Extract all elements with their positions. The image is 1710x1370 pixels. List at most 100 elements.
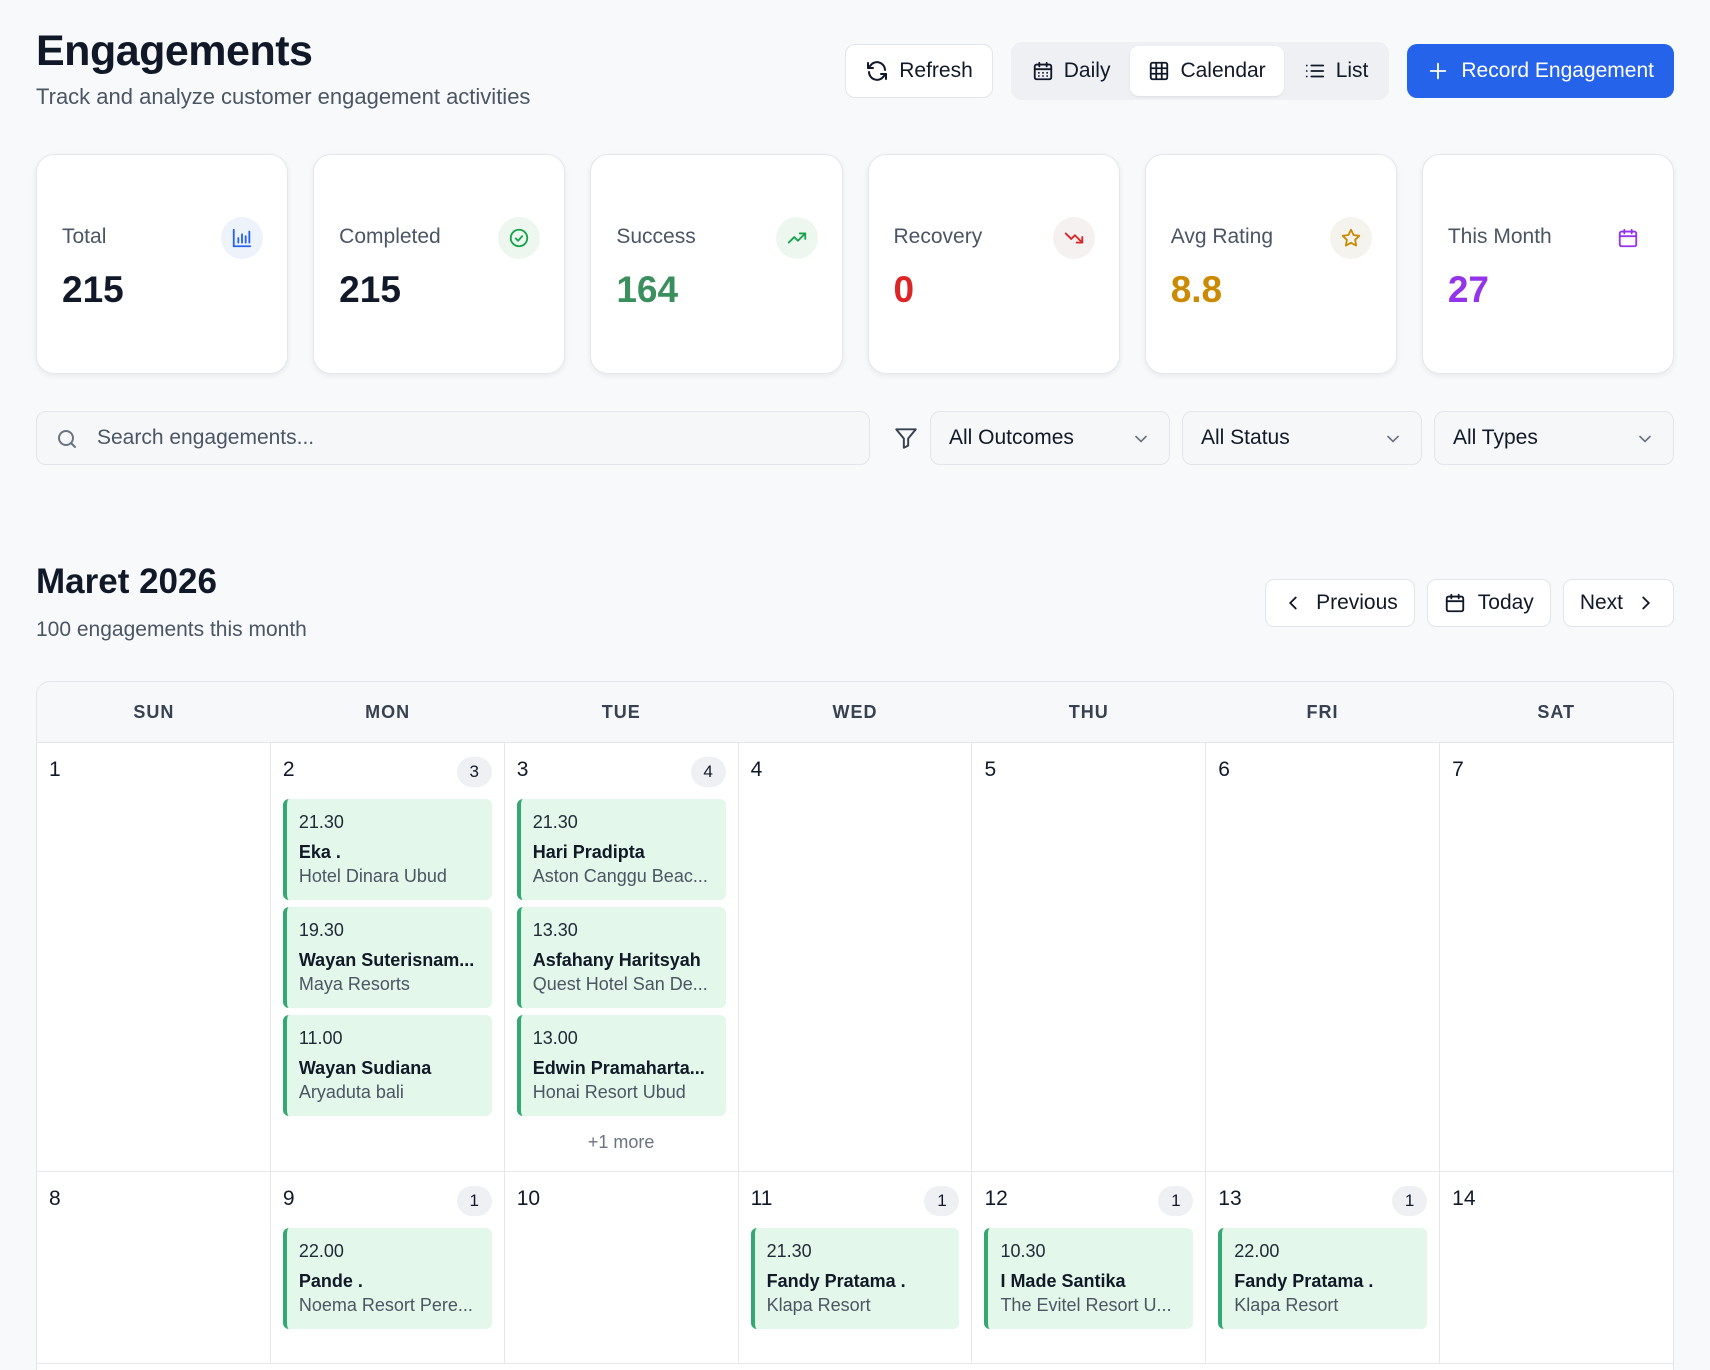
stat-card-success: Success 164: [590, 154, 843, 374]
outcome-select[interactable]: All Outcomes: [930, 411, 1170, 465]
day-cell[interactable]: 13 1 22.00 Fandy Pratama . Klapa Resort: [1206, 1172, 1441, 1363]
type-select[interactable]: All Types: [1434, 411, 1674, 465]
day-number: 7: [1452, 758, 1464, 781]
day-number: 12: [984, 1187, 1008, 1210]
day-cell[interactable]: 14: [1440, 1172, 1673, 1363]
weekday-header: SUN MON TUE WED THU FRI SAT: [37, 682, 1673, 743]
event-location: Klapa Resort: [766, 1295, 871, 1315]
calendar-icon: [1445, 593, 1464, 613]
more-events-link[interactable]: +1 more: [587, 1132, 655, 1152]
engagement-event[interactable]: 21.30 Hari Pradipta Aston Canggu Beac...: [516, 799, 726, 900]
view-calendar-button[interactable]: Calendar: [1130, 46, 1284, 96]
day-events: 10.30 I Made Santika The Evitel Resort U..…: [984, 1228, 1194, 1336]
view-toggle: Daily Calendar List: [1010, 42, 1390, 100]
engagement-event[interactable]: 21.30 Fandy Pratama . Klapa Resort: [750, 1228, 960, 1329]
day-cell[interactable]: 9 1 22.00 Pande . Noema Resort Pere...: [271, 1172, 505, 1363]
day-number: 2: [282, 758, 295, 781]
stat-icon-wrap: [221, 217, 264, 259]
engagement-event[interactable]: 13.30 Asfahany Haritsyah Quest Hotel San D…: [516, 907, 726, 1008]
stat-label: Completed: [339, 225, 441, 248]
stat-label: Total: [62, 225, 107, 248]
chevron-right-icon: [1642, 596, 1651, 610]
stat-label: Success: [616, 225, 696, 248]
event-name: I Made Santika: [1000, 1271, 1126, 1291]
stat-value: 215: [62, 269, 124, 310]
previous-button[interactable]: Previous: [1265, 579, 1415, 627]
day-cell[interactable]: 11 1 21.30 Fandy Pratama . Klapa Resort: [739, 1172, 973, 1363]
day-count-badge: 3: [456, 757, 492, 787]
stat-icon-wrap: [1052, 217, 1095, 259]
month-nav: Previous Today Next: [1265, 579, 1674, 627]
today-label: Today: [1477, 591, 1534, 614]
view-daily-label: Daily: [1063, 59, 1111, 82]
day-number: 5: [984, 758, 997, 781]
engagement-event[interactable]: 22.00 Fandy Pratama . Klapa Resort: [1218, 1228, 1428, 1329]
event-name: Asfahany Haritsyah: [532, 950, 701, 970]
day-number: 4: [750, 758, 763, 781]
day-cell[interactable]: 12 1 10.30 I Made Santika The Evitel Resort …: [972, 1172, 1207, 1363]
engagement-event[interactable]: 11.00 Wayan Sudiana Aryaduta bali: [282, 1015, 492, 1116]
status-select-value: All Status: [1201, 426, 1290, 449]
view-daily-button[interactable]: Daily: [1014, 46, 1129, 96]
engagement-event[interactable]: 13.00 Edwin Pramaharta... Honai Resort Ubu…: [516, 1015, 726, 1116]
next-label: Next: [1579, 591, 1623, 614]
record-engagement-label: Record Engagement: [1461, 59, 1654, 82]
next-button[interactable]: Next: [1562, 579, 1674, 627]
day-events: 22.00 Fandy Pratama . Klapa Resort: [1218, 1228, 1428, 1336]
day-cell[interactable]: 2 3 21.30 Eka . Hotel Dinara Ubud 19.30 Wayan …: [271, 743, 505, 1171]
day-cell[interactable]: 1: [37, 743, 271, 1171]
engagement-event[interactable]: 10.30 I Made Santika The Evitel Resort U..…: [984, 1228, 1194, 1329]
view-list-button[interactable]: List: [1286, 46, 1387, 96]
event-location: Aryaduta bali: [298, 1082, 404, 1102]
previous-label: Previous: [1316, 591, 1398, 614]
stat-value: 215: [339, 269, 401, 310]
today-button[interactable]: Today: [1426, 579, 1551, 627]
filters-bar: All Outcomes All Status All Types: [36, 411, 1674, 465]
day-number: 13: [1218, 1187, 1242, 1210]
refresh-button[interactable]: Refresh: [845, 44, 993, 98]
day-cell[interactable]: 4: [739, 743, 973, 1171]
day-cell[interactable]: 10: [505, 1172, 739, 1363]
weekday-label: THU: [1068, 701, 1109, 722]
view-calendar-label: Calendar: [1180, 59, 1266, 82]
record-engagement-button[interactable]: Record Engagement: [1407, 44, 1674, 98]
engagement-event[interactable]: 19.30 Wayan Suterisnam... Maya Resorts: [282, 907, 492, 1008]
trending-up-icon: [787, 232, 806, 244]
day-number: 10: [516, 1187, 541, 1210]
stat-icon-wrap: [1607, 217, 1650, 259]
event-time: 21.30: [766, 1241, 812, 1261]
chevron-left-icon: [1289, 596, 1297, 610]
month-title: Maret 2026: [36, 562, 217, 601]
stat-label: This Month: [1447, 225, 1552, 248]
weekday-label: SUN: [133, 701, 175, 722]
event-time: 21.30: [532, 812, 578, 832]
event-time: 13.00: [532, 1028, 578, 1048]
event-name: Fandy Pratama .: [1234, 1271, 1374, 1291]
day-cell[interactable]: 6: [1206, 743, 1441, 1171]
day-cell[interactable]: 8: [37, 1172, 271, 1363]
day-cell[interactable]: 7: [1440, 743, 1673, 1171]
chevron-down-icon: [1639, 435, 1651, 443]
day-number: 3: [516, 758, 529, 781]
view-list-label: List: [1335, 59, 1369, 82]
stat-card-total: Total 215: [36, 154, 289, 374]
weekday-label: SAT: [1537, 701, 1575, 722]
day-number: 11: [750, 1187, 773, 1210]
stat-icon-wrap: [1329, 217, 1372, 259]
day-cell[interactable]: 3 4 21.30 Hari Pradipta Aston Canggu Beac...…: [505, 743, 739, 1171]
day-number: 6: [1218, 758, 1230, 781]
stat-icon-wrap: [498, 217, 541, 259]
event-name: Wayan Sudiana: [298, 1058, 432, 1078]
event-name: Fandy Pratama .: [766, 1271, 906, 1291]
day-cell[interactable]: 5: [972, 743, 1207, 1171]
plus-icon: [1430, 62, 1447, 80]
engagement-event[interactable]: 22.00 Pande . Noema Resort Pere...: [282, 1228, 492, 1329]
day-number: 9: [282, 1187, 295, 1210]
status-select[interactable]: All Status: [1182, 411, 1422, 465]
engagement-event[interactable]: 21.30 Eka . Hotel Dinara Ubud: [282, 799, 492, 900]
check-circle-icon: [510, 228, 529, 248]
search-input[interactable]: [97, 412, 857, 464]
event-name: Pande .: [298, 1271, 363, 1291]
calendar-grid: SUN MON TUE WED THU FRI SAT 1 2 3 21.30 Eka . Hotel…: [36, 681, 1674, 1370]
list-icon: [1305, 64, 1324, 78]
